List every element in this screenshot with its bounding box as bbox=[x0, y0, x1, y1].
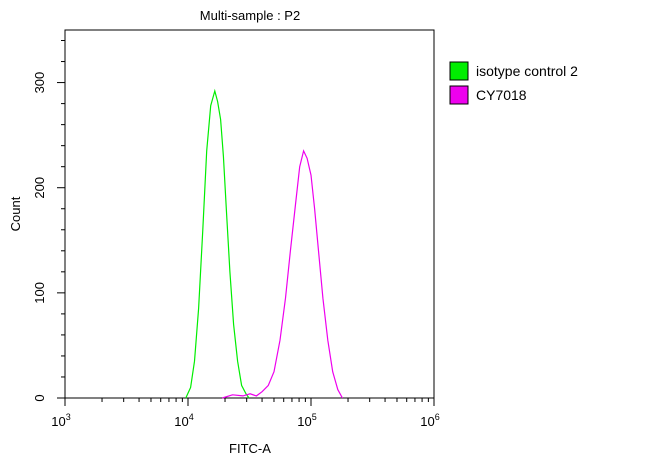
series-line-1 bbox=[185, 88, 250, 399]
x-tick-label: 103 bbox=[51, 412, 70, 429]
series-line-2 bbox=[222, 149, 343, 399]
x-tick-label: 106 bbox=[420, 412, 439, 429]
legend-label: CY7018 bbox=[476, 87, 527, 103]
series-layer bbox=[185, 88, 343, 399]
y-axis: 0 100 200 300 bbox=[32, 40, 65, 402]
x-axis-label: FITC-A bbox=[229, 441, 271, 456]
chart-title: Multi-sample : P2 bbox=[200, 8, 300, 23]
x-tick-label: 104 bbox=[174, 412, 193, 429]
y-tick-label: 0 bbox=[32, 394, 47, 401]
plot-area: 103 104 105 106 0 100 200 300 bbox=[32, 29, 440, 429]
legend-label: isotype control 2 bbox=[476, 63, 578, 79]
y-tick-label: 100 bbox=[32, 282, 47, 304]
legend: isotype control 2 CY7018 bbox=[449, 61, 578, 105]
y-tick-label: 200 bbox=[32, 177, 47, 199]
y-tick-label: 300 bbox=[32, 72, 47, 94]
y-axis-label: Count bbox=[8, 196, 23, 231]
legend-swatch bbox=[449, 85, 469, 105]
x-axis: 103 104 105 106 bbox=[51, 398, 440, 429]
plot-frame bbox=[64, 29, 435, 399]
x-tick-label: 105 bbox=[297, 412, 316, 429]
legend-swatch bbox=[449, 61, 469, 81]
